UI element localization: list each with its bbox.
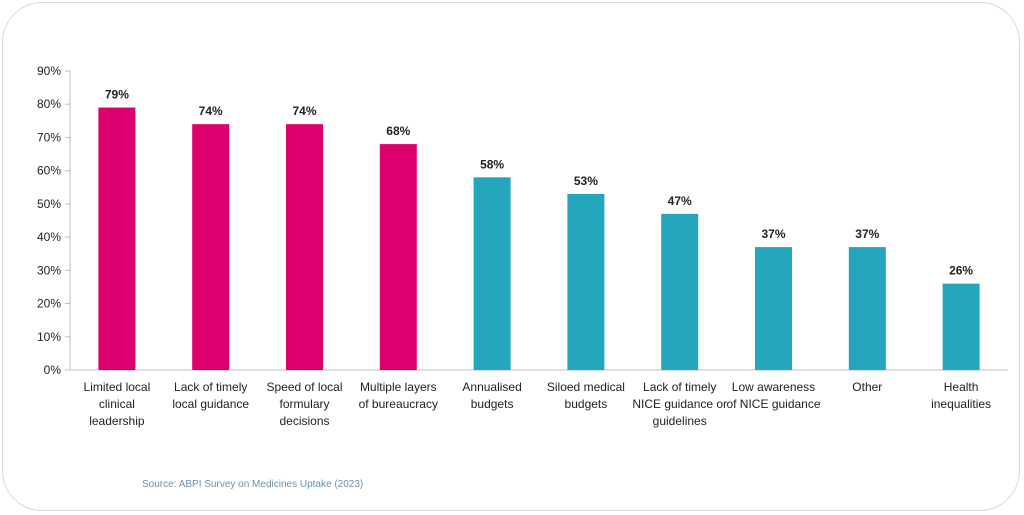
bar [755, 247, 792, 370]
category-label: Annualised [462, 380, 521, 394]
category-label: budgets [565, 397, 608, 411]
category-label: Lack of timely [174, 380, 247, 394]
category-label: Speed of local [266, 380, 342, 394]
category-label: of NICE guidance [726, 397, 820, 411]
data-label: 68% [386, 124, 410, 138]
y-tick-label: 30% [37, 263, 61, 277]
data-label: 74% [292, 104, 316, 118]
category-label: guidelines [653, 414, 707, 428]
bar [98, 107, 136, 371]
y-tick-label: 40% [37, 230, 61, 244]
y-tick-label: 80% [37, 97, 61, 111]
y-tick-label: 90% [37, 64, 61, 78]
data-label: 53% [574, 174, 598, 188]
y-tick-label: 70% [37, 130, 61, 144]
category-label: of bureaucracy [359, 397, 438, 411]
source-note: Source: ABPI Survey on Medicines Uptake … [142, 479, 364, 490]
bar [192, 124, 230, 371]
bar [942, 283, 980, 370]
category-label: formulary [279, 397, 329, 411]
bar [661, 213, 699, 370]
data-label: 37% [855, 227, 879, 241]
category-label: Low awareness [732, 380, 815, 394]
category-label: NICE guidance or [632, 397, 727, 411]
category-label: Health [944, 380, 979, 394]
data-label: 79% [105, 88, 129, 102]
data-label: 37% [761, 227, 785, 241]
y-tick-label: 50% [37, 197, 61, 211]
category-label: Lack of timely [643, 380, 716, 394]
bar [848, 247, 886, 370]
category-label: clinical [99, 397, 135, 411]
bar [286, 124, 323, 371]
category-label: Limited local [84, 380, 151, 394]
y-tick-label: 10% [37, 330, 61, 344]
data-label: 74% [199, 104, 223, 118]
data-label: 26% [949, 264, 973, 278]
category-label: inequalities [931, 397, 991, 411]
category-label: decisions [279, 414, 329, 428]
category-label: Multiple layers [360, 380, 437, 394]
bar [473, 177, 511, 370]
bar [379, 144, 417, 370]
category-label: Other [852, 380, 882, 394]
category-label: leadership [89, 414, 145, 428]
category-label: budgets [471, 397, 514, 411]
y-tick-label: 60% [37, 164, 61, 178]
y-tick-label: 20% [37, 297, 61, 311]
data-label: 47% [668, 194, 692, 208]
category-label: Siloed medical [547, 380, 625, 394]
category-label: local guidance [172, 397, 249, 411]
data-label: 58% [480, 157, 504, 171]
bar [567, 193, 605, 370]
y-tick-label: 0% [44, 363, 62, 377]
